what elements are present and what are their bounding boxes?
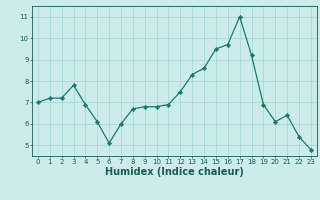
X-axis label: Humidex (Indice chaleur): Humidex (Indice chaleur) <box>105 167 244 177</box>
